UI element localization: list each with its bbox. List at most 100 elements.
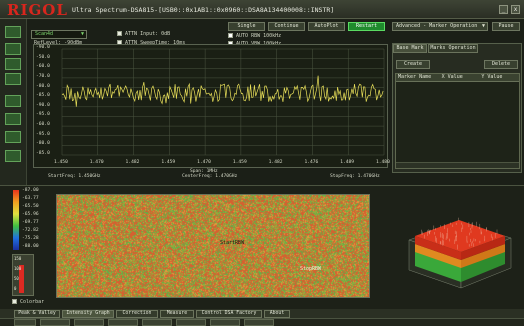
print-icon[interactable] [5,95,21,107]
help-icon[interactable] [5,150,21,162]
gauge-tick-label: 0 [14,286,17,291]
scale-label: -65.96 [22,212,39,217]
tab-marks-operation[interactable]: Marks Operation [428,44,478,53]
x-tick-label: 1.482 [125,160,140,165]
y-tick-label: -90.0 [36,102,50,108]
x-tick-label: 1.459 [232,160,247,165]
status-button[interactable] [210,319,240,326]
pause-button[interactable]: Pause [492,22,520,31]
status-button[interactable] [40,319,70,326]
x-tick-label: 1.470 [89,160,104,165]
column-header: Y Value [481,74,503,80]
status-button[interactable] [176,319,206,326]
marker-icon[interactable] [5,131,21,143]
minimize-button[interactable]: _ [499,5,508,14]
y-tick-label: -60.0 [36,64,50,70]
y-tick-label: -85.0 [36,151,50,156]
gauge-tick-label: 150 [14,256,22,261]
spectrogram[interactable] [56,194,370,298]
marker-table-header: Marker Name X Value Y Value [396,74,519,82]
spectrum-trace [61,75,384,107]
scale-label: -75.28 [22,236,39,241]
close-button[interactable]: x [511,5,520,14]
title-bar [0,0,524,19]
autoplot-button[interactable]: AutoPlot [308,22,345,31]
gauge-tick-label: 50 [14,276,19,281]
scale-label: -72.82 [22,228,39,233]
create-button[interactable]: Create [396,60,430,69]
status-button[interactable] [74,319,104,326]
center-freq-label: CenterFreq: 1.470GHz [182,174,238,179]
spectrum-plot[interactable] [33,44,388,168]
status-button[interactable] [142,319,172,326]
status-button[interactable] [108,319,138,326]
status-button[interactable] [14,319,36,326]
scale-label: -65.50 [22,204,39,209]
color-scale-bar [13,190,19,250]
spectrum-canvas [61,48,385,156]
tab-intensity-graph[interactable]: Intensity Graph [62,310,114,318]
tab-base-mark[interactable]: Base Mark [393,44,427,53]
delete-button[interactable]: Delete [484,60,518,69]
y-tick-label: -95.0 [36,112,50,118]
x-tick-label: 1.450 [54,160,68,165]
rigol-logo: RIGOL [7,1,68,19]
save-icon[interactable] [5,58,21,70]
mode-select[interactable]: Scan4d ▼ [31,30,87,39]
rbw-checkbox[interactable]: AUTO RBW 100kHz [228,33,281,39]
start-rbw-label: StartRBW [220,240,245,246]
3d-surface-plot[interactable] [401,192,518,296]
x-tick-label: 1.482 [268,160,283,165]
horizontal-scrollbar[interactable] [396,162,519,168]
gauge-fill [19,265,24,293]
tab-correction[interactable]: Correction [116,310,158,318]
tab-peak-valley[interactable]: Peak & Valley [14,310,60,318]
stop-rbw-label: StopRBW [300,266,322,272]
scale-label: -87.00 [22,188,39,193]
scale-label: -63.77 [22,196,39,201]
span-label: Span: 1MHz [190,169,218,174]
marker-table[interactable]: Marker Name X Value Y Value [395,73,520,169]
settings-icon[interactable] [5,113,21,125]
export-icon[interactable] [5,73,21,85]
y-tick-label: -80.0 [36,141,50,147]
y-tick-label: -70.0 [36,73,50,79]
scale-label: -88.00 [22,244,39,249]
restart-button[interactable]: Restart [348,22,385,31]
x-tick-label: 1.489 [340,160,355,165]
x-tick-label: 1.476 [304,160,319,165]
column-header: Marker Name [398,74,432,80]
x-tick-label: 1.459 [161,160,176,165]
attn-input-checkbox[interactable]: ATTN Input: 0dB [117,31,170,37]
ref-level-label: RefLevel: -90dBm [34,40,83,46]
continue-button[interactable]: Continue [268,22,305,31]
tab-about[interactable]: About [264,310,290,318]
3d-surface-canvas [408,217,512,289]
connect-icon[interactable] [5,26,21,38]
marker-operation-select[interactable]: Advanced - Marker Operation ▼ [392,22,488,31]
start-freq-label: StartFreq: 1.450GHz [48,174,101,179]
status-button[interactable] [244,319,274,326]
tab-control-dsa-factory[interactable]: Control DSA Factory [196,310,262,318]
colorbar-checkbox[interactable]: Colorbar [12,299,44,305]
y-tick-label: -95.0 [36,131,50,137]
tab-measure[interactable]: Measure [160,310,194,318]
y-tick-label: -90.0 [36,45,50,50]
chevron-down-icon: ▼ [80,31,84,37]
scale-label: -69.77 [22,220,39,225]
window-title: Ultra Spectrum-DSA815-[USB0::0x1AB1::0x0… [72,6,335,14]
x-tick-label: 1.470 [197,160,211,165]
gauge-tick-label: 100 [14,266,22,271]
x-tick-label: 1.480 [376,160,390,165]
y-tick-label: -50.0 [36,54,50,60]
chevron-down-icon: ▼ [481,23,485,29]
bottom-tab-bar [0,309,524,318]
level-gauge[interactable]: 150 100 50 0 [12,254,34,296]
stop-freq-label: StopFreq: 1.470GHz [330,174,380,179]
y-tick-label: -85.0 [36,93,50,99]
spectrogram-canvas [57,195,369,297]
y-tick-label: -80.0 [36,83,50,89]
y-tick-label: -60.0 [36,122,50,128]
scan-icon[interactable] [5,43,21,55]
single-button[interactable]: Single [228,22,265,31]
